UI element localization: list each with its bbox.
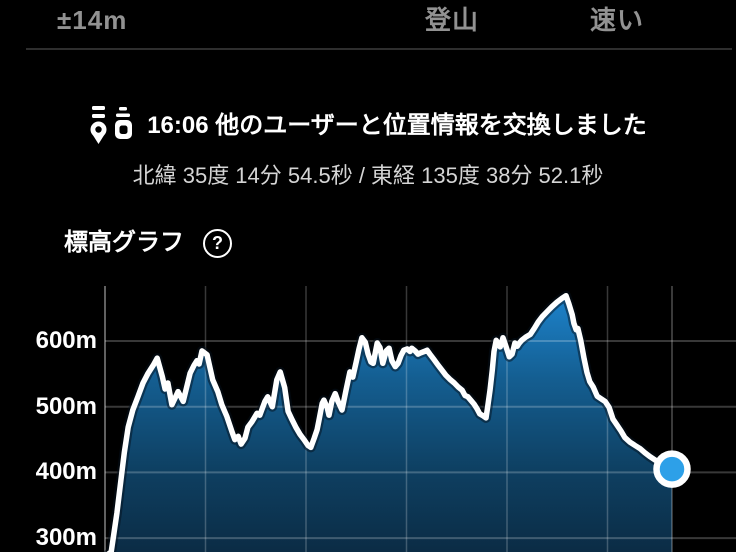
notification-message: 16:06 他のユーザーと位置情報を交換しました — [147, 112, 647, 139]
topbar-divider — [26, 48, 732, 50]
location-exchange-event-row[interactable]: 16:06 他のユーザーと位置情報を交換しました — [0, 100, 736, 152]
y-axis-label: 300m — [35, 524, 97, 552]
elevation-graph-title: 標高グラフ — [64, 229, 184, 256]
gps-accuracy-stat[interactable]: ±14m — [57, 5, 128, 35]
y-axis-label: 600m — [35, 327, 97, 354]
y-axis-label: 400m — [35, 458, 97, 486]
current-position-dot — [653, 450, 691, 488]
activity-mode-stat[interactable]: 登山 — [425, 5, 480, 35]
pace-stat[interactable]: 速い — [590, 5, 645, 35]
help-icon[interactable]: ? — [203, 229, 232, 258]
coordinates-text: 北緯 35度 14分 54.5秒 / 東経 135度 38分 52.1秒 — [132, 163, 604, 188]
y-axis-label: 500m — [35, 392, 97, 420]
location-exchange-icon — [89, 106, 133, 148]
help-question-glyph: ? — [212, 233, 223, 253]
